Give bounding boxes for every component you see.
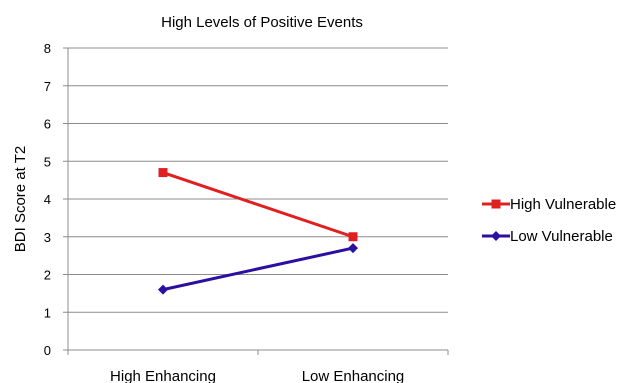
axes — [67, 48, 449, 355]
series-line — [162, 246, 354, 292]
y-tick-label: 5 — [44, 154, 51, 169]
y-tick-label: 3 — [44, 230, 51, 245]
chart-title: High Levels of Positive Events — [161, 14, 363, 31]
y-tick-label: 7 — [44, 79, 51, 94]
y-tick-label: 6 — [44, 117, 51, 132]
legend-marker — [491, 199, 501, 209]
x-tick-label: Low Enhancing — [302, 368, 405, 383]
data-point — [158, 284, 168, 295]
legend-marker — [491, 231, 501, 241]
legend-label: High Vulnerable — [510, 196, 616, 213]
data-point — [348, 232, 358, 242]
series-line — [162, 171, 354, 239]
y-tick-label: 4 — [44, 192, 51, 207]
y-tick-label: 1 — [44, 305, 51, 320]
y-tick-label: 2 — [44, 268, 51, 283]
x-tick-labels: High Enhancing Low Enhancing — [110, 368, 404, 383]
series-group — [158, 168, 358, 295]
gridlines — [63, 47, 448, 351]
legend-label: Low Vulnerable — [510, 228, 613, 245]
legend: High Vulnerable Low Vulnerable — [482, 196, 616, 245]
y-tick-labels: 0 1 2 3 4 5 6 7 8 — [44, 41, 51, 358]
data-point — [158, 168, 168, 178]
y-axis-label: BDI Score at T2 — [12, 146, 29, 252]
x-tick-label: High Enhancing — [110, 368, 216, 383]
data-point — [348, 243, 358, 254]
y-tick-label: 8 — [44, 41, 51, 56]
y-tick-label: 0 — [44, 343, 51, 358]
